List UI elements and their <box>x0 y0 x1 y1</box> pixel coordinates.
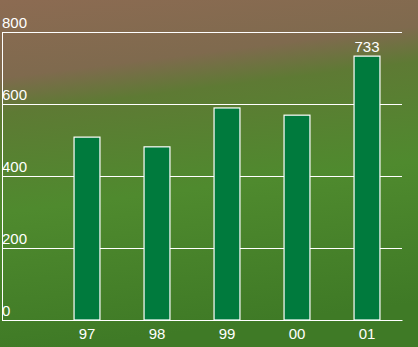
grid-line <box>2 176 402 177</box>
x-tick-label: 98 <box>149 325 166 342</box>
x-tick: 97 <box>79 320 96 342</box>
x-tick: 00 <box>289 320 306 342</box>
grid-line <box>2 32 402 33</box>
axis-line <box>53 320 403 321</box>
bar <box>354 56 380 320</box>
y-tick: 0 <box>2 302 402 321</box>
bar <box>144 147 170 320</box>
y-tick-label: 800 <box>2 14 27 31</box>
x-tick-label: 99 <box>219 325 236 342</box>
x-tick: 98 <box>149 320 166 342</box>
y-tick: 600 <box>2 86 402 105</box>
bar <box>284 115 310 320</box>
data-labels: 733 <box>354 38 379 55</box>
grid-line <box>2 104 402 105</box>
x-tick: 01 <box>359 320 376 342</box>
grid-line <box>2 248 402 249</box>
y-tick: 800 <box>2 14 402 33</box>
bar <box>74 137 100 320</box>
x-tick-label: 97 <box>79 325 96 342</box>
bars <box>74 56 380 320</box>
x-tick-label: 00 <box>289 325 306 342</box>
y-tick-label: 400 <box>2 158 27 175</box>
y-tick-label: 0 <box>2 302 10 319</box>
y-tick-label: 600 <box>2 86 27 103</box>
y-tick: 200 <box>2 230 402 249</box>
x-tick-label: 01 <box>359 325 376 342</box>
x-axis: 97 98 99 00 01 <box>53 320 403 342</box>
bar <box>214 108 240 320</box>
y-axis: 0 200 400 600 800 <box>2 14 402 321</box>
y-tick-label: 200 <box>2 230 27 247</box>
background <box>0 0 418 347</box>
chart: 0 200 400 600 800 97 98 99 00 01 733 <box>0 0 418 347</box>
x-tick: 99 <box>219 320 236 342</box>
y-tick: 400 <box>2 158 402 177</box>
grid-line <box>2 320 402 321</box>
data-label: 733 <box>354 38 379 55</box>
